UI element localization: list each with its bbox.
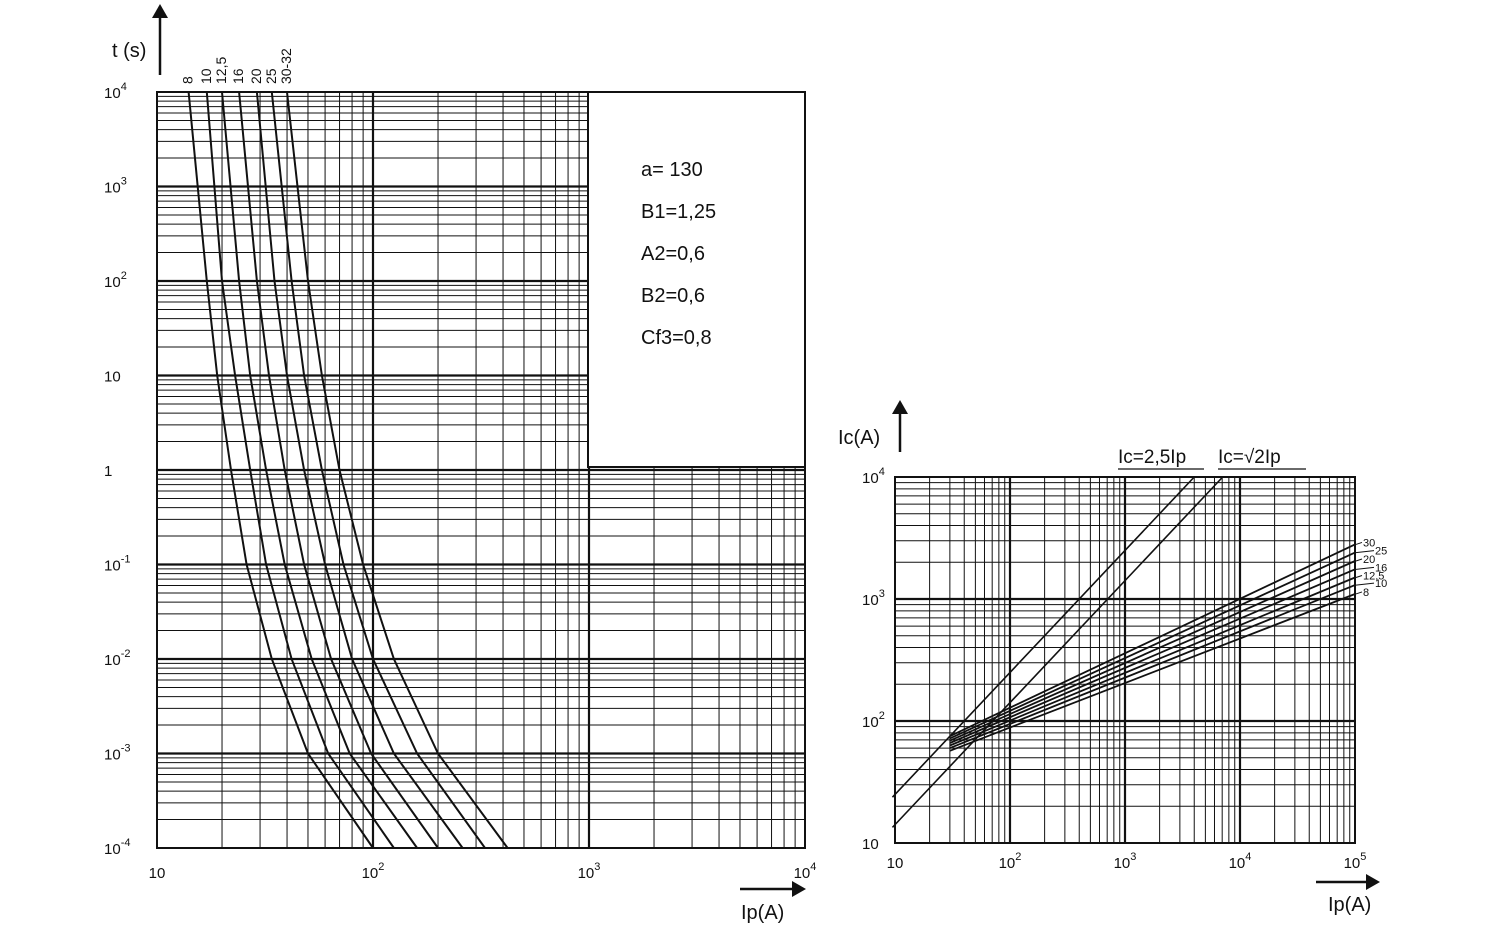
reference-line (891, 476, 1195, 798)
cutoff-line-12-5 (949, 576, 1356, 747)
y-tick-label: 103 (104, 176, 127, 197)
y-tick-label: 10 (104, 369, 121, 386)
cutoff-line-label: 20 (1363, 554, 1375, 566)
y-tick-label: 10-2 (104, 648, 130, 669)
y-tick-label: 10 (862, 836, 879, 853)
x-tick-label: 10 (887, 855, 904, 872)
cutoff-line-25 (949, 551, 1356, 740)
x-axis-title: Ip(A) (1328, 894, 1371, 916)
curve-16 (238, 91, 439, 849)
y-tick-label: 10-3 (104, 743, 130, 764)
cutoff-line-10 (949, 584, 1356, 749)
curve-label: 12,5 (213, 57, 229, 84)
cutoff-label-leader (1355, 550, 1375, 554)
x-axis-arrow-head (792, 881, 806, 897)
curve-25 (270, 91, 486, 849)
reference-line-label: Ic=2,5Ip (1118, 447, 1186, 468)
cutoff-label-leader (1355, 558, 1363, 562)
cutoff-label-leader (1355, 566, 1375, 570)
curve-label: 25 (263, 68, 279, 84)
y-tick-label: 10-4 (104, 837, 130, 858)
y-axis-title: Ic(A) (838, 427, 880, 449)
cutoff-line-label: 25 (1375, 546, 1387, 558)
x-tick-label: 103 (578, 861, 601, 882)
cutoff-label-leader (1355, 582, 1375, 586)
y-axis-arrow-head (892, 400, 908, 414)
y-tick-label: 10-1 (104, 554, 130, 575)
parameter-label: Cf3=0,8 (641, 327, 712, 349)
cutoff-label-leader (1355, 541, 1363, 545)
curve-8 (187, 91, 374, 849)
y-axis-title: t (s) (112, 40, 146, 62)
cutoff-line-label: 8 (1363, 587, 1369, 599)
parameter-label: B1=1,25 (641, 201, 716, 223)
parameter-label: a= 130 (641, 159, 703, 181)
cutoff-label-leader (1355, 575, 1363, 578)
plot-frame (894, 476, 1356, 844)
cutoff-label-leader (1355, 591, 1363, 595)
y-tick-label: 102 (862, 710, 885, 731)
cutoff-line-label: 12,5 (1363, 571, 1384, 583)
cutoff-line-8 (949, 593, 1356, 752)
x-tick-label: 104 (1229, 851, 1252, 872)
y-tick-label: 102 (104, 270, 127, 291)
cutoff-line-20 (949, 560, 1356, 742)
parameter-label: B2=0,6 (641, 285, 705, 307)
x-tick-label: 102 (999, 851, 1022, 872)
y-axis-arrow-head (152, 4, 168, 18)
x-tick-label: 105 (1344, 851, 1367, 872)
curve-12-5 (221, 91, 418, 849)
x-tick-label: 102 (362, 861, 385, 882)
curve-label: 16 (230, 68, 246, 84)
cutoff-line-label: 16 (1375, 562, 1387, 574)
cutoff-line-label: 10 (1375, 578, 1387, 590)
y-tick-label: 1 (104, 463, 112, 480)
reference-line-label: Ic=√2Ip (1218, 447, 1281, 468)
cutoff-line-16 (949, 568, 1356, 744)
curve-label: 20 (248, 68, 264, 84)
x-tick-label: 10 (149, 865, 166, 882)
plot-frame (156, 91, 806, 849)
curve-20 (255, 91, 464, 849)
curve-label: 8 (180, 76, 196, 84)
curve-label: 30-32 (278, 48, 294, 84)
cutoff-line-30 (949, 543, 1356, 738)
y-tick-label: 104 (104, 81, 127, 102)
curve-30-32 (286, 91, 509, 849)
reference-line (891, 476, 1224, 828)
x-tick-label: 104 (794, 861, 817, 882)
x-axis-arrow-head (1366, 874, 1380, 890)
y-tick-label: 103 (862, 588, 885, 609)
y-tick-label: 104 (862, 466, 885, 487)
parameter-box (587, 91, 806, 468)
x-tick-label: 103 (1114, 851, 1137, 872)
x-axis-title: Ip(A) (741, 902, 784, 924)
cutoff-line-label: 30 (1363, 537, 1375, 549)
curve-label: 10 (198, 68, 214, 84)
parameter-label: A2=0,6 (641, 243, 705, 265)
curve-10 (205, 91, 395, 849)
